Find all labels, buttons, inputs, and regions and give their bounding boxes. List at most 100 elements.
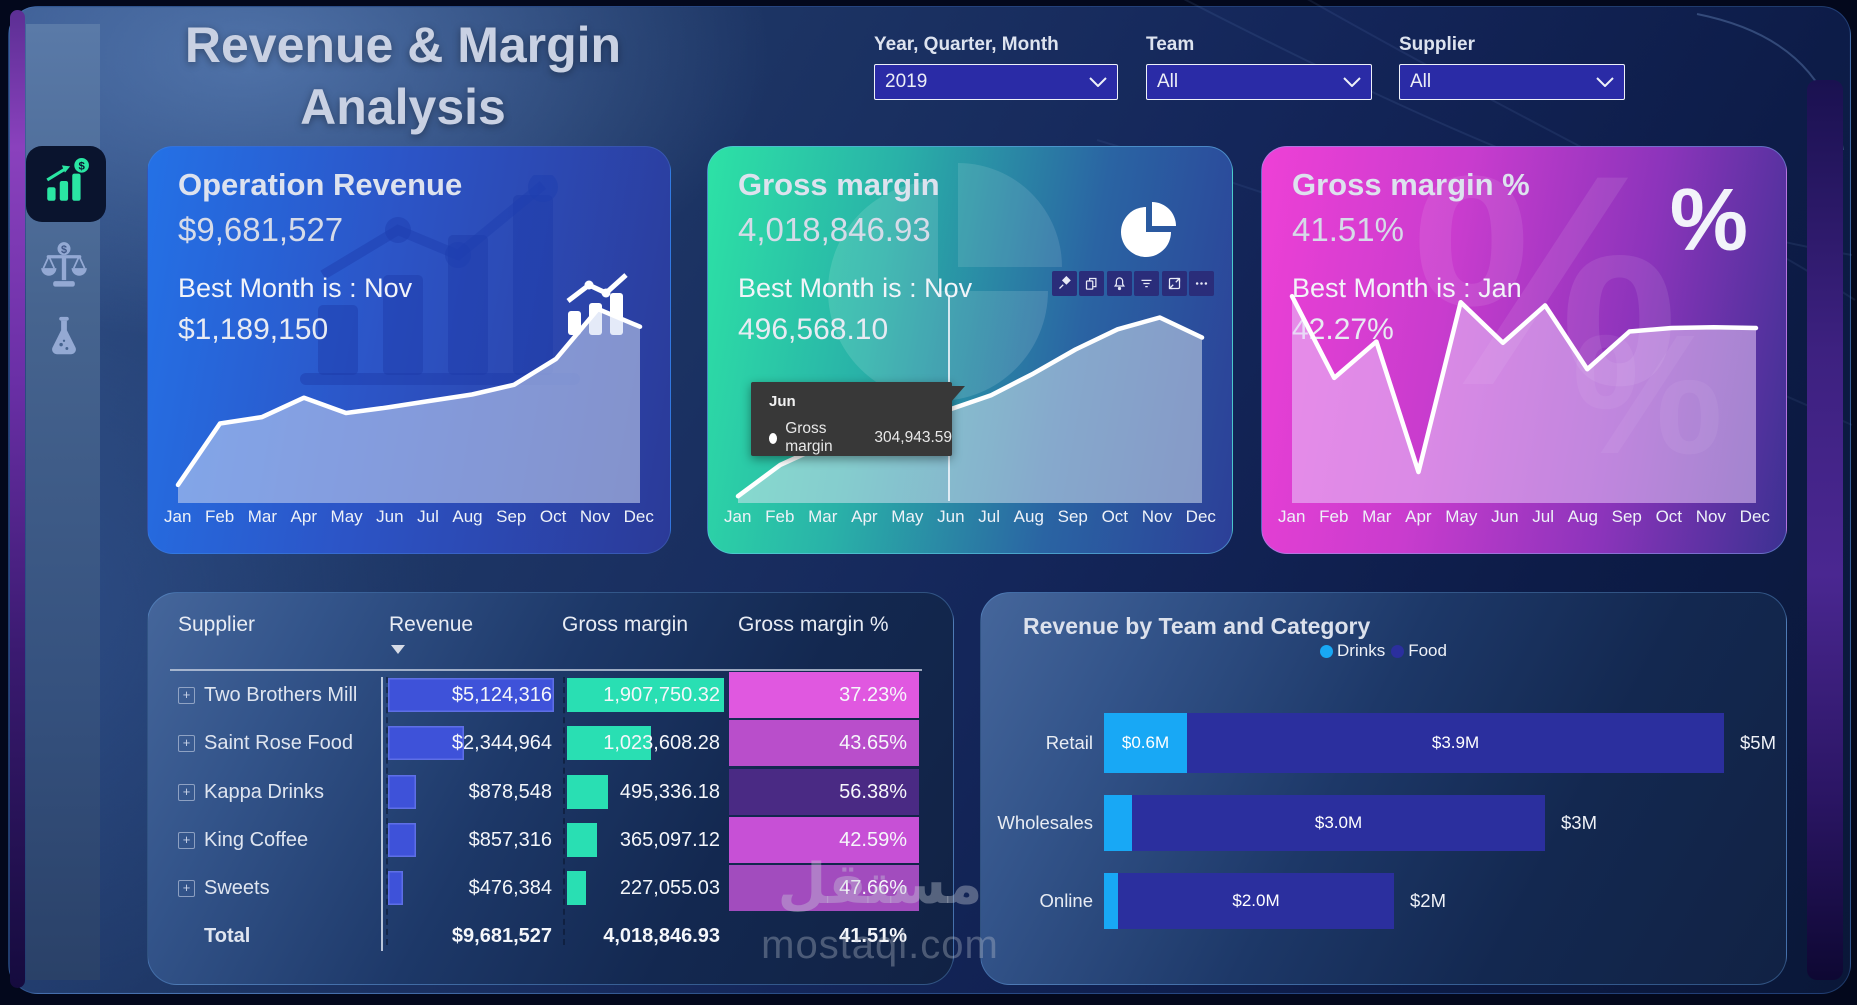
- sidebar-item-balance[interactable]: $: [34, 238, 94, 298]
- expand-row-icon[interactable]: +: [178, 735, 195, 753]
- supplier-name: Sweets: [204, 877, 270, 900]
- month-tick: Feb: [1319, 507, 1349, 526]
- month-tick: Aug: [1013, 507, 1044, 526]
- expand-row-icon[interactable]: +: [178, 687, 195, 704]
- alert-icon[interactable]: [1106, 271, 1132, 296]
- tooltip-series-dot: [769, 432, 778, 444]
- best-month-value: $1,189,150: [178, 313, 329, 346]
- month-tick: Mar: [1362, 507, 1392, 526]
- operation-revenue-sparkline[interactable]: [148, 265, 670, 503]
- table-total-row: Total $9,681,527 4,018,846.93 41.51%: [148, 912, 953, 960]
- gross-margin-pct-cell: 56.38%: [729, 768, 919, 815]
- revenue-value: $476,384: [468, 877, 552, 900]
- gross-margin-value: 495,336.18: [619, 780, 720, 803]
- pin-icon[interactable]: [1051, 271, 1077, 296]
- supplier-name: Saint Rose Food: [204, 732, 353, 755]
- column-header-revenue[interactable]: Revenue: [389, 613, 474, 636]
- card-value: $9,681,527: [178, 211, 344, 248]
- month-axis: Jan Feb Mar Apr May Jun Jul Aug Sep Oct Nov Dec: [1278, 507, 1770, 527]
- month-tick: Jul: [1532, 507, 1554, 526]
- gross-margin-data-bar: [567, 774, 608, 809]
- table-body: + Two Brothers Mill $5,124,316 1,907,750.32…: [148, 671, 953, 971]
- month-tick: Jul: [417, 507, 439, 526]
- expand-row-icon[interactable]: +: [178, 880, 195, 898]
- svg-text:$: $: [61, 244, 67, 256]
- table-row-saint-rose-food[interactable]: + Saint Rose Food $2,344,964 1,023,608.28 43…: [148, 719, 953, 767]
- column-header-gross-margin-pct[interactable]: Gross margin %: [738, 613, 889, 636]
- column-header-supplier[interactable]: Supplier: [178, 613, 256, 636]
- month-tick: Nov: [579, 507, 611, 526]
- bar-row-online: Online $2.0M $2M: [981, 873, 1786, 929]
- tooltip-month: Jun: [769, 393, 796, 410]
- supplier-dropdown[interactable]: All: [1399, 64, 1625, 100]
- expand-row-icon[interactable]: +: [178, 783, 195, 801]
- legend-item-food[interactable]: Food: [1391, 641, 1447, 661]
- gross-margin-data-bar: [567, 871, 586, 906]
- table-row-king-coffee[interactable]: + King Coffee $857,316 365,097.12 42.59%: [148, 816, 953, 864]
- gross-margin-data-bar: [567, 726, 651, 761]
- column-divider: [381, 677, 383, 951]
- kpi-card-gross-margin: Gross margin 4,018,846.93 Best Month is …: [707, 146, 1233, 554]
- gross-margin-value: 1,907,750.32: [603, 684, 720, 706]
- chevron-down-icon: [1596, 77, 1614, 87]
- table-row-two-brothers-mill[interactable]: + Two Brothers Mill $5,124,316 1,907,750.32…: [148, 671, 953, 719]
- more-options-icon[interactable]: [1189, 271, 1214, 296]
- month-tick: Mar: [808, 507, 838, 526]
- table-row-kappa-drinks[interactable]: + Kappa Drinks $878,548 495,336.18 56.38%: [148, 768, 953, 816]
- bar-row-wholesales: Wholesales $3.0M $3M: [981, 795, 1786, 851]
- bar-total-label: $2M: [1410, 890, 1446, 911]
- chevron-down-icon: [1343, 77, 1361, 87]
- table-row-sweets[interactable]: + Sweets $476,384 227,055.03 47.66%: [148, 864, 953, 912]
- filter-label: Team: [1146, 34, 1195, 55]
- food-bar-segment[interactable]: $3.9M: [1187, 713, 1724, 773]
- panel-title: Revenue by Team and Category: [1023, 613, 1371, 639]
- gross-margin-pct-sparkline[interactable]: [1262, 265, 1786, 503]
- team-dropdown-value: All: [1157, 71, 1179, 92]
- month-tick: Mar: [247, 507, 278, 526]
- drinks-bar-segment[interactable]: [1104, 795, 1132, 851]
- legend-label: Drinks: [1337, 641, 1386, 660]
- gross-margin-pct-cell: 47.66%: [729, 865, 919, 912]
- legend-label: Food: [1408, 641, 1447, 660]
- supplier-name: Two Brothers Mill: [204, 684, 358, 706]
- month-tick: Feb: [204, 507, 235, 526]
- sidebar-item-lab[interactable]: [34, 308, 94, 368]
- team-label: Retail: [1045, 732, 1093, 753]
- chevron-down-icon: [1089, 77, 1107, 87]
- legend-dot: [1320, 644, 1334, 658]
- revenue-value: $5,124,316: [451, 684, 552, 706]
- drinks-bar-segment[interactable]: $0.6M: [1104, 713, 1187, 773]
- legend-item-drinks[interactable]: Drinks: [1320, 641, 1385, 661]
- growth-chart-icon: $: [41, 157, 91, 212]
- month-tick: Dec: [1739, 507, 1770, 526]
- revenue-data-bar: [388, 774, 416, 809]
- pie-chart-icon: [1118, 199, 1180, 266]
- focus-mode-icon[interactable]: [1161, 271, 1187, 296]
- gross-margin-value: 227,055.03: [619, 877, 720, 900]
- month-tick: May: [1445, 507, 1478, 526]
- month-axis: Jan Feb Mar Apr May Jun Jul Aug Sep Oct Nov Dec: [164, 507, 654, 527]
- sidebar-item-revenue-growth-active[interactable]: $: [26, 146, 106, 222]
- month-tick: Oct: [1101, 507, 1129, 526]
- copy-icon[interactable]: [1079, 271, 1104, 296]
- food-bar-segment[interactable]: $3.0M: [1132, 795, 1545, 851]
- year-dropdown[interactable]: 2019: [874, 64, 1118, 100]
- month-tick: Nov: [1695, 507, 1726, 526]
- team-dropdown[interactable]: All: [1146, 64, 1372, 100]
- chart-tooltip: Jun Gross margin 304,943.59: [751, 382, 965, 456]
- filter-icon[interactable]: [1134, 271, 1159, 296]
- column-header-gross-margin[interactable]: Gross margin: [562, 613, 689, 636]
- drinks-bar-segment[interactable]: [1104, 873, 1118, 929]
- month-tick: Aug: [452, 507, 483, 526]
- gross-margin-pct-cell: 43.65%: [729, 720, 919, 767]
- year-dropdown-value: 2019: [885, 71, 928, 92]
- svg-text:$: $: [78, 160, 85, 172]
- month-tick: Dec: [623, 507, 654, 526]
- food-bar-segment[interactable]: $2.0M: [1118, 873, 1394, 929]
- expand-row-icon[interactable]: +: [178, 831, 195, 849]
- team-label: Online: [1039, 890, 1093, 911]
- supplier-dropdown-value: All: [1410, 71, 1432, 92]
- sort-descending-icon: [391, 645, 405, 654]
- month-tick: Jul: [978, 507, 1000, 526]
- best-month-label: Best Month is : Nov: [178, 273, 413, 303]
